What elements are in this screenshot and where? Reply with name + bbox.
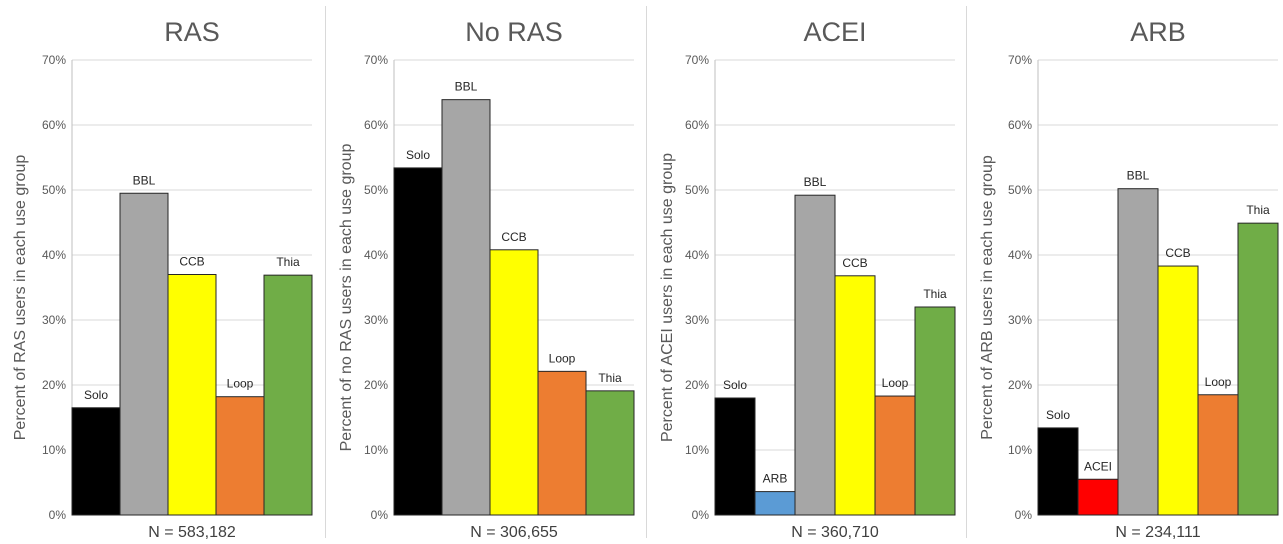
- y-tick-label: 20%: [1008, 378, 1032, 392]
- bar-label: BBL: [804, 175, 827, 189]
- chart-title: No RAS: [465, 17, 563, 47]
- y-tick-label: 0%: [49, 508, 67, 522]
- bar-thia: [914, 306, 956, 516]
- bar-label: BBL: [1127, 169, 1150, 183]
- y-tick-label: 60%: [1008, 118, 1032, 132]
- bar-label: BBL: [133, 173, 156, 187]
- x-axis-label: N = 583,182: [148, 524, 236, 541]
- panel-divider: [966, 6, 967, 538]
- y-tick-label: 0%: [692, 508, 710, 522]
- y-tick-label: 10%: [364, 443, 388, 457]
- bar-label: Thia: [1246, 203, 1270, 217]
- y-axis-label: Percent of ACEI users in each use group: [659, 153, 676, 442]
- y-tick-label: 70%: [1008, 53, 1032, 67]
- bar-label: Loop: [227, 377, 254, 391]
- bar-ccb: [167, 274, 217, 516]
- y-tick-label: 20%: [42, 378, 66, 392]
- y-tick-label: 60%: [42, 118, 66, 132]
- y-axis-label: Percent of RAS users in each use group: [12, 155, 29, 441]
- bar-label: Loop: [882, 376, 909, 390]
- y-tick-label: 40%: [364, 248, 388, 262]
- bar-arb: [754, 491, 796, 516]
- bar-label: Loop: [1205, 375, 1232, 389]
- bar-solo: [393, 167, 443, 516]
- y-tick-label: 20%: [685, 378, 709, 392]
- y-tick-label: 40%: [1008, 248, 1032, 262]
- x-axis-label: N = 306,655: [470, 524, 558, 541]
- bar-ccb: [489, 249, 539, 516]
- y-tick-label: 30%: [685, 313, 709, 327]
- bar-label: Solo: [406, 148, 430, 162]
- bar-label: Solo: [1046, 408, 1070, 422]
- bar-label: BBL: [455, 80, 478, 94]
- bar-label: CCB: [179, 255, 204, 269]
- y-tick-label: 10%: [1008, 443, 1032, 457]
- chart-panel-3: 0% 10% 20% 30% 40% 50% 60% 70% Solo ARB BBL CCB Loop…: [659, 17, 956, 541]
- bar-label: CCB: [842, 256, 867, 270]
- y-tick-label: 40%: [42, 248, 66, 262]
- y-tick-label: 10%: [685, 443, 709, 457]
- bar-loop: [874, 395, 916, 516]
- y-tick-label: 70%: [364, 53, 388, 67]
- x-axis-label: N = 234,111: [1115, 524, 1200, 541]
- y-tick-label: 50%: [42, 183, 66, 197]
- bar-label: ARB: [763, 472, 788, 486]
- chart-panel-2: 0% 10% 20% 30% 40% 50% 60% 70% Solo BBL CCB Loop Thi…: [338, 17, 635, 541]
- bar-loop: [537, 370, 587, 516]
- chart-panel-4: 0% 10% 20% 30% 40% 50% 60% 70% Solo ACEI BBL CCB Loo…: [979, 17, 1279, 541]
- bar-label: Loop: [549, 351, 576, 365]
- bar-acei: [1077, 478, 1119, 516]
- y-tick-label: 60%: [685, 118, 709, 132]
- y-tick-label: 70%: [685, 53, 709, 67]
- y-tick-label: 60%: [364, 118, 388, 132]
- y-tick-label: 0%: [1015, 508, 1033, 522]
- bar-loop: [215, 396, 265, 516]
- bar-label: Thia: [923, 287, 947, 301]
- x-axis-label: N = 360,710: [791, 524, 879, 541]
- chart-title: RAS: [164, 17, 220, 47]
- y-tick-label: 50%: [364, 183, 388, 197]
- bar-label: Solo: [723, 378, 747, 392]
- y-tick-label: 40%: [685, 248, 709, 262]
- bar-label: Thia: [598, 371, 622, 385]
- bar-bbl: [441, 99, 491, 516]
- chart-title: ACEI: [803, 17, 866, 47]
- chart-panel-1: 0% 10% 20% 30% 40% 50% 60% 70% Solo BBL CCB Loop Thi…: [12, 17, 313, 541]
- panel-divider: [325, 6, 326, 538]
- bar-ccb: [1157, 265, 1199, 516]
- bar-thia: [1237, 222, 1279, 516]
- bar-solo: [714, 397, 756, 516]
- y-tick-label: 70%: [42, 53, 66, 67]
- bar-label: Solo: [84, 388, 108, 402]
- y-tick-label: 20%: [364, 378, 388, 392]
- bar-bbl: [119, 192, 169, 516]
- bar-label: ACEI: [1084, 459, 1112, 473]
- y-tick-label: 50%: [685, 183, 709, 197]
- bar-solo: [71, 407, 121, 516]
- y-axis-label: Percent of ARB users in each use group: [979, 155, 996, 440]
- bar-loop: [1197, 394, 1239, 516]
- bar-thia: [585, 390, 635, 516]
- y-tick-label: 30%: [42, 313, 66, 327]
- y-tick-label: 0%: [371, 508, 389, 522]
- y-axis-label: Percent of no RAS users in each use grou…: [338, 144, 355, 452]
- bar-bbl: [794, 194, 836, 516]
- y-tick-label: 30%: [1008, 313, 1032, 327]
- bar-thia: [263, 274, 313, 516]
- chart-title: ARB: [1130, 17, 1186, 47]
- bar-ccb: [834, 275, 876, 516]
- bar-label: Thia: [276, 255, 300, 269]
- bar-label: CCB: [501, 230, 526, 244]
- panel-divider: [646, 6, 647, 538]
- y-tick-label: 10%: [42, 443, 66, 457]
- bar-bbl: [1117, 188, 1159, 516]
- y-tick-label: 50%: [1008, 183, 1032, 197]
- bar-label: CCB: [1165, 246, 1190, 260]
- y-tick-label: 30%: [364, 313, 388, 327]
- bar-solo: [1037, 427, 1079, 516]
